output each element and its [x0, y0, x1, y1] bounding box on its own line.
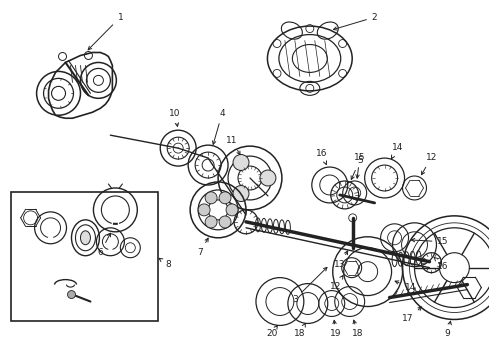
Circle shape: [233, 185, 249, 202]
Text: 15: 15: [412, 237, 449, 246]
Text: 17: 17: [402, 307, 421, 324]
Text: 16: 16: [434, 257, 449, 271]
Bar: [11, 192, 158, 321]
Circle shape: [260, 170, 276, 186]
Circle shape: [198, 204, 210, 216]
Text: 4: 4: [213, 109, 225, 144]
Circle shape: [205, 192, 217, 204]
Text: 19: 19: [330, 320, 342, 338]
Text: 10: 10: [170, 109, 181, 126]
Circle shape: [205, 216, 217, 228]
Text: 15: 15: [354, 153, 366, 178]
Circle shape: [219, 192, 231, 204]
Text: 13: 13: [334, 251, 348, 269]
Ellipse shape: [80, 231, 91, 245]
Text: 9: 9: [444, 321, 451, 338]
Text: 11: 11: [226, 136, 240, 155]
Circle shape: [219, 216, 231, 228]
Text: 12: 12: [330, 275, 343, 291]
Text: 18: 18: [294, 323, 306, 338]
Text: 3: 3: [292, 267, 327, 303]
Text: 7: 7: [197, 238, 208, 257]
Text: 18: 18: [352, 320, 364, 338]
Text: 16: 16: [316, 149, 327, 165]
Text: 14: 14: [392, 143, 403, 159]
Circle shape: [233, 154, 249, 170]
Text: 8: 8: [159, 258, 171, 269]
Text: 2: 2: [334, 13, 377, 30]
Circle shape: [68, 291, 75, 298]
Text: 20: 20: [266, 325, 278, 338]
Text: 12: 12: [421, 153, 437, 175]
Text: 5: 5: [351, 156, 363, 179]
Text: 14: 14: [395, 281, 416, 292]
Text: 6: 6: [98, 233, 111, 257]
Circle shape: [226, 204, 238, 216]
Text: 1: 1: [88, 13, 123, 50]
